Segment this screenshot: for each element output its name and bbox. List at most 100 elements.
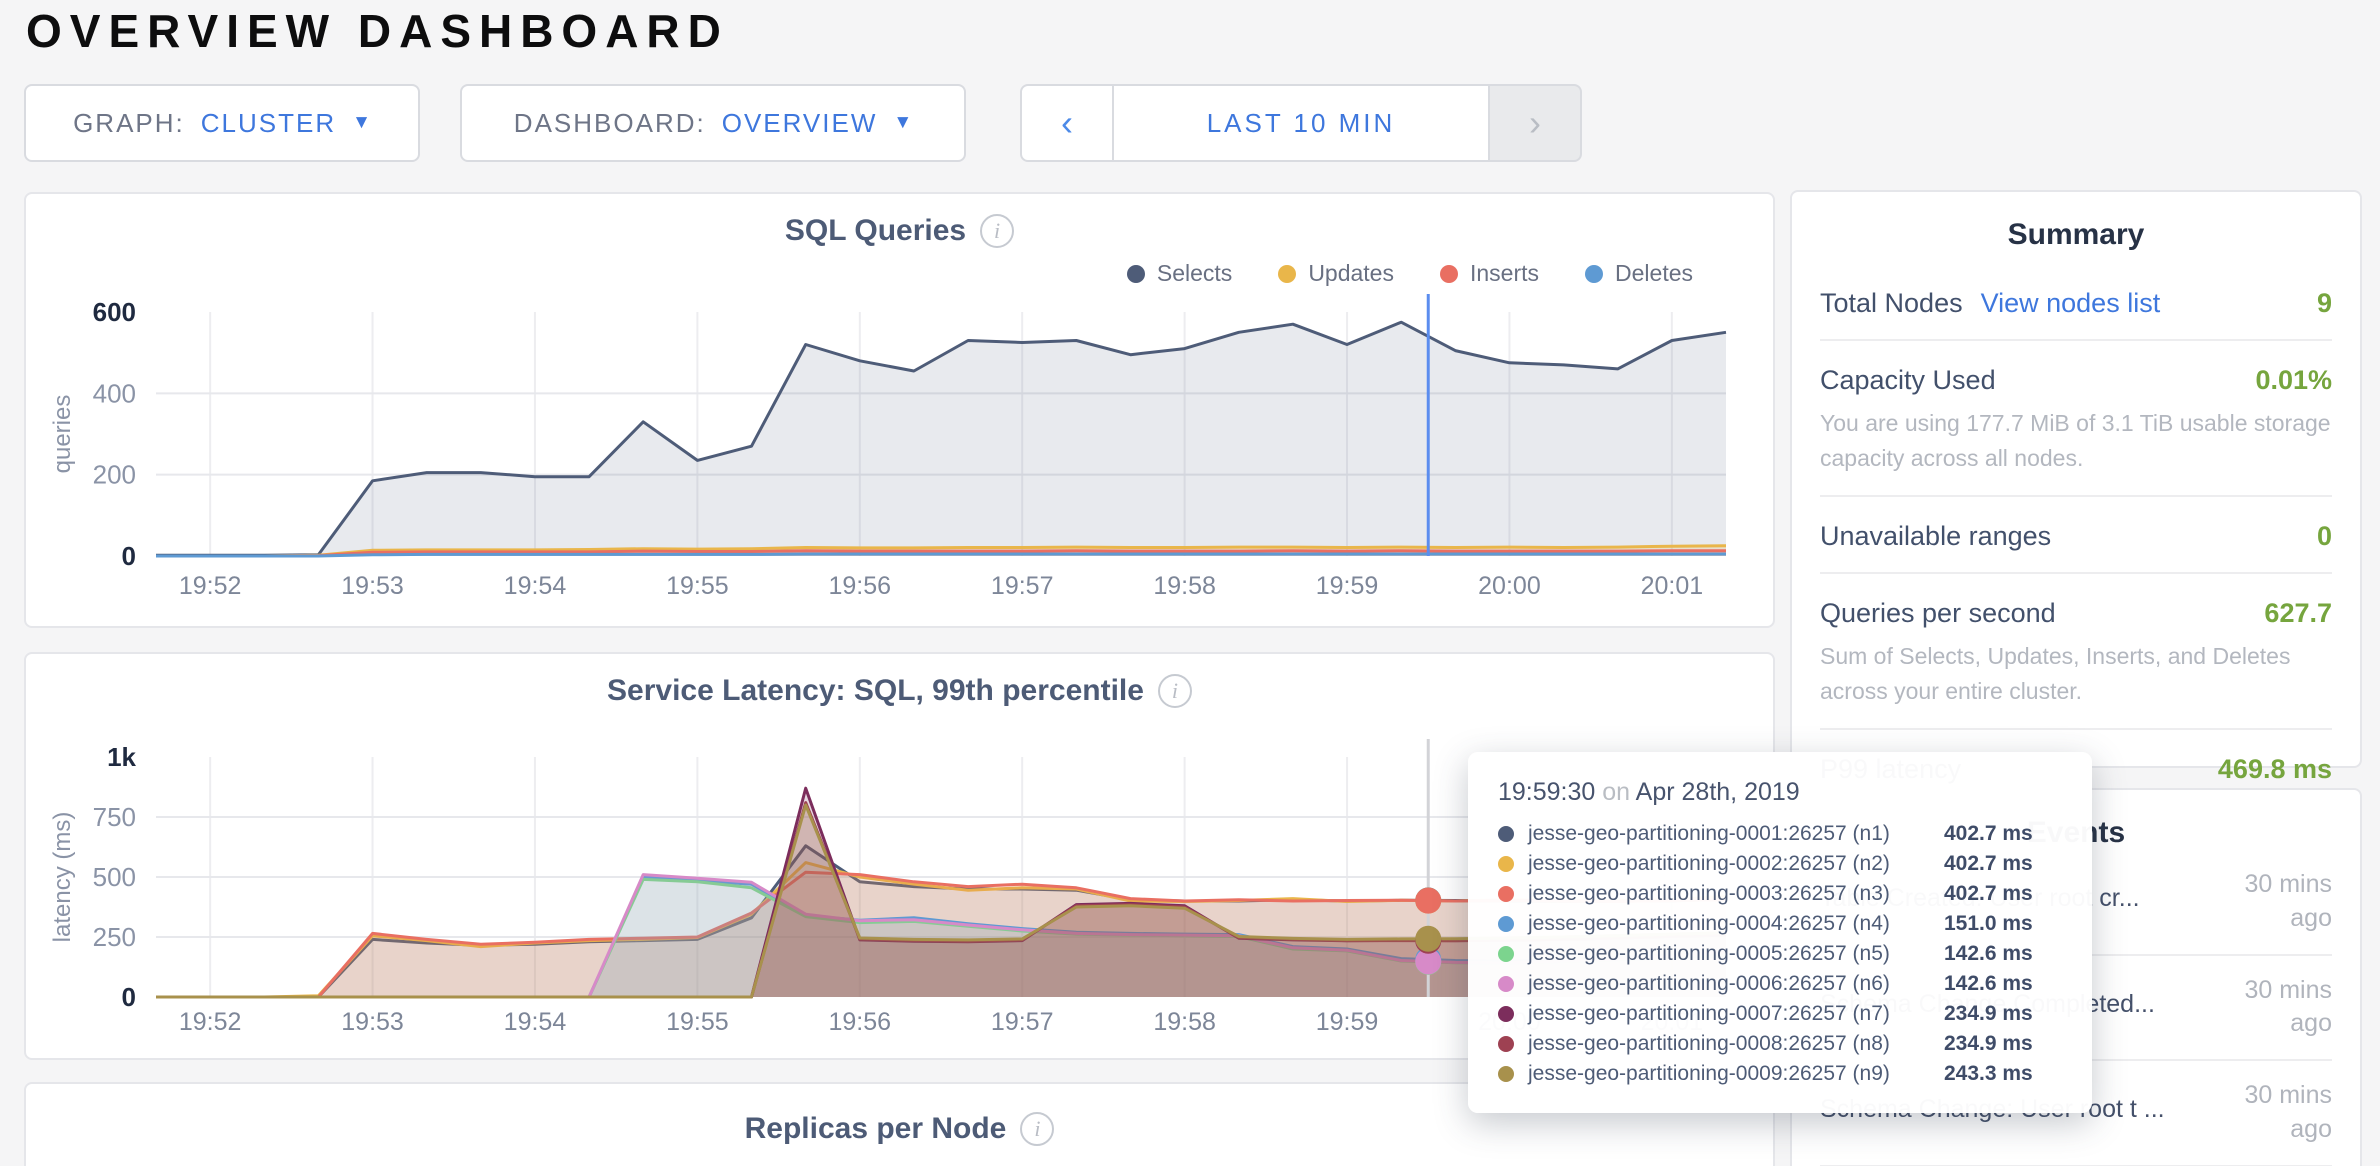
svg-text:19:57: 19:57 bbox=[991, 572, 1054, 600]
svg-text:600: 600 bbox=[93, 297, 136, 327]
summary-panel: Summary Total Nodes View nodes list 9 Ca… bbox=[1790, 190, 2362, 784]
dashboard-dropdown-label: DASHBOARD: bbox=[513, 107, 706, 138]
svg-text:19:53: 19:53 bbox=[341, 572, 404, 600]
svg-text:queries: queries bbox=[49, 395, 76, 474]
crosshair-value-dot bbox=[1415, 887, 1442, 914]
summary-value: 627.7 bbox=[2264, 598, 2332, 628]
summary-value: 9 bbox=[2316, 288, 2332, 318]
service-latency-panel: Service Latency: SQL, 99th percentile i … bbox=[24, 652, 1775, 1060]
summary-label: Total Nodes bbox=[1820, 288, 1963, 318]
chart-title-row: Service Latency: SQL, 99th percentile i bbox=[26, 674, 1773, 708]
legend-color-dot bbox=[1439, 264, 1458, 283]
svg-text:20:01: 20:01 bbox=[1641, 572, 1704, 600]
time-prev-button[interactable]: ‹ bbox=[1020, 84, 1114, 162]
sql-queries-chart-area[interactable]: 19:52 19:53 19:54 19:55 19:56 19:57 19:58 19:59… bbox=[26, 194, 1773, 626]
summary-caption: Sum of Selects, Updates, Inserts, and De… bbox=[1820, 643, 2291, 704]
events-panel: Events Table Created: User root cr... 30… bbox=[1790, 788, 2362, 1166]
graph-dropdown[interactable]: GRAPH: CLUSTER ▼ bbox=[24, 84, 420, 162]
svg-text:19:52: 19:52 bbox=[179, 1008, 242, 1036]
svg-text:1k: 1k bbox=[107, 742, 136, 772]
series-color-dot bbox=[1498, 1066, 1514, 1082]
svg-text:500: 500 bbox=[93, 862, 136, 892]
events-heading: Events bbox=[2026, 816, 2126, 849]
event-list-item[interactable]: Schema Change Completed... 30 mins ago bbox=[1820, 956, 2332, 1061]
graph-dropdown-value: CLUSTER bbox=[200, 107, 337, 138]
summary-caption: You are using 177.7 MiB of 3.1 TiB usabl… bbox=[1820, 410, 2331, 471]
event-time: 30 mins ago bbox=[2244, 1081, 2332, 1143]
service-latency-chart-area[interactable]: 19:52 19:53 19:54 19:55 19:56 19:57 19:58 19:59… bbox=[26, 654, 1773, 1058]
legend-label: Selects bbox=[1156, 260, 1233, 286]
sql-queries-panel: SQL Queries i Selects Updates Inserts Delet… bbox=[24, 192, 1775, 628]
summary-row-total-nodes: Total Nodes View nodes list 9 bbox=[1820, 264, 2332, 341]
summary-value: 469.8 ms bbox=[2217, 754, 2332, 784]
info-icon[interactable]: i bbox=[980, 214, 1015, 248]
service-latency-title: Service Latency: SQL, 99th percentile bbox=[607, 674, 1144, 707]
chart-title-row: Replicas per Node i bbox=[26, 1112, 1773, 1146]
info-icon[interactable]: i bbox=[1020, 1112, 1055, 1146]
svg-text:0: 0 bbox=[122, 982, 136, 1012]
event-time: 30 mins ago bbox=[2244, 870, 2332, 932]
summary-row-queries-per-second: Queries per second 627.7 Sum of Selects,… bbox=[1820, 574, 2332, 730]
summary-value: 0 bbox=[2316, 521, 2332, 551]
svg-text:19:59: 19:59 bbox=[1316, 1008, 1379, 1036]
legend-item-inserts[interactable]: Inserts bbox=[1439, 260, 1540, 287]
svg-text:19:59: 19:59 bbox=[1316, 572, 1379, 600]
info-icon[interactable]: i bbox=[1157, 674, 1192, 708]
crosshair-value-dot bbox=[1415, 925, 1442, 952]
svg-text:250: 250 bbox=[93, 922, 136, 952]
event-text: Table Created: User root cr... bbox=[1820, 884, 2140, 912]
legend-color-dot bbox=[1126, 264, 1145, 283]
time-range-selector: ‹ LAST 10 MIN › bbox=[1020, 84, 1582, 162]
svg-text:0: 0 bbox=[122, 541, 136, 571]
summary-label: Unavailable ranges bbox=[1820, 521, 2052, 551]
legend-item-selects[interactable]: Selects bbox=[1126, 260, 1233, 287]
svg-text:19:58: 19:58 bbox=[1153, 1008, 1216, 1036]
svg-text:200: 200 bbox=[93, 460, 136, 490]
graph-dropdown-label: GRAPH: bbox=[73, 107, 185, 138]
dashboard-dropdown-value: OVERVIEW bbox=[721, 107, 878, 138]
service-latency-chart: 19:52 19:53 19:54 19:55 19:56 19:57 19:58 19:59… bbox=[49, 739, 1727, 1036]
event-time: 30 mins ago bbox=[2244, 975, 2332, 1038]
event-list-item[interactable]: Schema Change: User root t ... 30 mins a… bbox=[1820, 1061, 2332, 1166]
svg-text:19:55: 19:55 bbox=[666, 572, 729, 600]
svg-text:20:00: 20:00 bbox=[1478, 1008, 1541, 1036]
legend-item-deletes[interactable]: Deletes bbox=[1585, 260, 1693, 287]
chart-legend: Selects Updates Inserts Deletes bbox=[1126, 260, 1693, 287]
sql-queries-title: SQL Queries bbox=[784, 214, 967, 247]
summary-label: Queries per second bbox=[1820, 598, 2056, 628]
svg-text:19:52: 19:52 bbox=[179, 572, 242, 600]
svg-text:19:54: 19:54 bbox=[504, 572, 567, 600]
summary-label: Capacity Used bbox=[1820, 365, 1996, 395]
replicas-per-node-title: Replicas per Node bbox=[744, 1112, 1007, 1145]
time-range-button[interactable]: LAST 10 MIN bbox=[1114, 84, 1488, 162]
svg-text:latency (ms): latency (ms) bbox=[49, 812, 76, 943]
legend-color-dot bbox=[1278, 264, 1297, 283]
legend-label: Deletes bbox=[1615, 260, 1693, 286]
summary-value: 0.01% bbox=[2255, 365, 2332, 395]
svg-text:19:58: 19:58 bbox=[1153, 572, 1216, 600]
legend-item-updates[interactable]: Updates bbox=[1278, 260, 1394, 287]
svg-text:19:56: 19:56 bbox=[829, 572, 892, 600]
dashboard-dropdown[interactable]: DASHBOARD: OVERVIEW ▼ bbox=[460, 84, 966, 162]
svg-text:19:54: 19:54 bbox=[504, 1008, 567, 1036]
svg-text:400: 400 bbox=[93, 378, 136, 408]
event-text: Schema Change: User root t ... bbox=[1820, 1095, 2165, 1123]
svg-text:750: 750 bbox=[93, 802, 136, 832]
event-text: Schema Change Completed... bbox=[1820, 989, 2155, 1018]
chevron-down-icon: ▼ bbox=[352, 112, 371, 133]
page-title: OVERVIEW DASHBOARD bbox=[26, 5, 729, 57]
chart-title-row: SQL Queries i bbox=[26, 214, 1773, 248]
time-next-button[interactable]: › bbox=[1488, 84, 1582, 162]
view-nodes-list-link[interactable]: View nodes list bbox=[1980, 288, 2161, 318]
replicas-per-node-panel: Replicas per Node i bbox=[24, 1082, 1775, 1166]
crosshair-value-dot bbox=[1415, 948, 1442, 975]
sql-queries-chart: 19:52 19:53 19:54 19:55 19:56 19:57 19:58 19:59… bbox=[49, 294, 1727, 600]
legend-color-dot bbox=[1585, 264, 1604, 283]
svg-text:19:57: 19:57 bbox=[991, 1008, 1054, 1036]
legend-label: Updates bbox=[1308, 260, 1394, 286]
svg-text:19:53: 19:53 bbox=[341, 1008, 404, 1036]
event-list-item[interactable]: Table Created: User root cr... 30 mins a… bbox=[1820, 850, 2332, 956]
legend-label: Inserts bbox=[1469, 260, 1540, 286]
svg-text:20:01: 20:01 bbox=[1641, 1008, 1704, 1036]
svg-text:19:56: 19:56 bbox=[829, 1008, 892, 1036]
